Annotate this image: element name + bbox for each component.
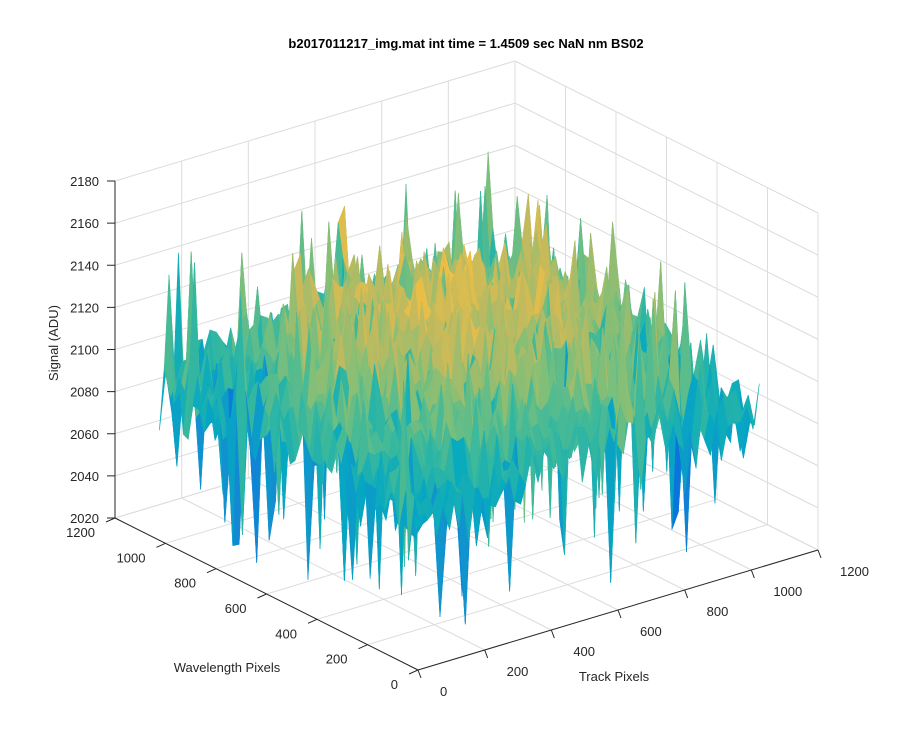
x-tick xyxy=(617,609,622,619)
z-tick-label: 2160 xyxy=(70,216,99,231)
x-tick xyxy=(417,669,422,679)
grid-z-wall-x xyxy=(514,144,819,298)
x-tick xyxy=(750,569,755,579)
z-tick-label: 2060 xyxy=(70,427,99,442)
y-tick-label: 600 xyxy=(225,601,247,616)
x-tick-label: 800 xyxy=(707,604,729,619)
y-tick-label: 1200 xyxy=(66,525,95,540)
x-tick-label: 600 xyxy=(640,624,662,639)
z-tick-label: 2040 xyxy=(70,469,99,484)
z-tick-label: 2180 xyxy=(70,174,99,189)
y-tick-label: 400 xyxy=(275,626,297,641)
tick-marks xyxy=(105,180,822,679)
grid-z-wall-x xyxy=(514,186,819,340)
z-tick-label: 2080 xyxy=(70,385,99,400)
y-tick-label: 200 xyxy=(326,652,348,667)
y-tick-label: 800 xyxy=(174,576,196,591)
x-tick-label: 1200 xyxy=(840,564,869,579)
x-tick xyxy=(684,589,689,599)
grid-z-wall-y xyxy=(114,186,516,308)
x-tick-label: 200 xyxy=(507,664,529,679)
x-tick xyxy=(484,649,489,659)
grid-z-wall-x xyxy=(514,102,819,256)
z-tick-label: 2020 xyxy=(70,511,99,526)
y-tick xyxy=(206,568,217,574)
x-tick xyxy=(817,549,822,559)
grid-z-wall-x xyxy=(514,60,819,214)
z-tick-label: 2120 xyxy=(70,300,99,315)
grid-z-wall-x xyxy=(514,229,819,382)
y-tick-label: 0 xyxy=(391,677,398,692)
y-tick xyxy=(408,669,419,675)
x-tick-label: 0 xyxy=(440,684,447,699)
x-axis-label: Track Pixels xyxy=(579,669,650,684)
grid-z-wall-y xyxy=(114,60,516,182)
y-tick-label: 1000 xyxy=(117,550,146,565)
y-tick xyxy=(156,542,166,548)
y-tick xyxy=(257,593,267,599)
x-tick xyxy=(550,629,555,639)
grid-z-wall-y xyxy=(114,102,516,224)
surface-cell xyxy=(412,513,425,531)
y-tick xyxy=(358,644,368,650)
grid-y-floor xyxy=(367,524,768,646)
tick-labels: 0 200 400 600 800 1000 1200 0 200 400 600 800 1000 12… xyxy=(66,174,869,699)
y-axis-label: Wavelength Pixels xyxy=(174,660,281,675)
z-axis-label: Signal (ADU) xyxy=(46,305,61,381)
grid-z-wall-y xyxy=(114,144,516,266)
z-tick-label: 2140 xyxy=(70,258,99,273)
y-tick xyxy=(105,517,116,523)
x-tick-label: 400 xyxy=(573,644,595,659)
grid-y-floor xyxy=(316,498,718,620)
x-tick-label: 1000 xyxy=(773,584,802,599)
surface-plot xyxy=(159,151,760,625)
z-tick-label: 2100 xyxy=(70,343,99,358)
y-tick xyxy=(307,618,318,624)
chart-title: b2017011217_img.mat int time = 1.4509 se… xyxy=(288,36,643,51)
